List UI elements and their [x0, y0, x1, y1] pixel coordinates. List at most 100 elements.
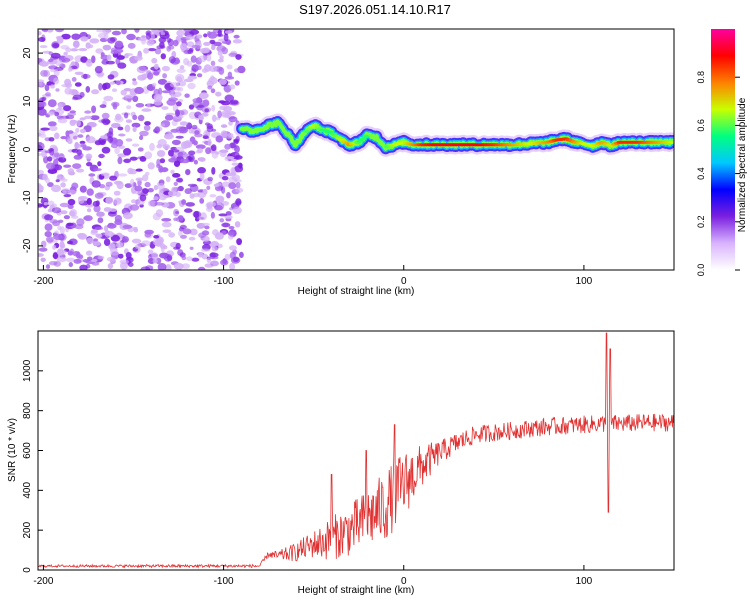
spectrogram-noise-blob: [162, 167, 168, 171]
spectrogram-noise-blob: [147, 249, 154, 255]
spectrogram-noise-blob: [67, 250, 74, 256]
spectrogram-noise-blob: [159, 252, 169, 259]
spectrogram-noise-blob: [152, 238, 163, 246]
spectrogram-noise-blob: [166, 45, 172, 52]
spectrogram-noise-blob: [213, 41, 222, 47]
spectrogram-noise-blob: [207, 138, 212, 147]
spectrogram-noise-blob: [78, 48, 88, 52]
spectrogram-ytick-label: 10: [22, 95, 33, 107]
spectrogram-noise-blob: [49, 125, 58, 131]
spectrogram-noise-blob: [114, 147, 120, 155]
spectrogram-noise-blob: [85, 59, 93, 67]
snr-ytick-label: 1000: [22, 359, 33, 382]
spectrogram-noise-blob: [199, 173, 205, 181]
spectrogram-noise-blob: [94, 65, 103, 74]
spectrogram-noise-blob: [84, 115, 93, 120]
spectrogram-noise-blob: [47, 168, 58, 174]
spectrogram-noise-blob: [148, 254, 153, 260]
spectrogram-noise-blob: [79, 264, 88, 270]
spectrogram-noise-blob: [91, 89, 100, 95]
spectrogram-noise-blob: [198, 92, 209, 99]
spectrogram-noise-blob: [234, 68, 241, 73]
snr-ytick-label: 0: [22, 567, 33, 573]
spectrogram-noise-blob: [220, 259, 229, 266]
spectrogram-noise-blob: [48, 148, 54, 152]
spectrogram-noise-blob: [38, 152, 42, 157]
spectrogram-noise-blob: [131, 238, 142, 244]
spectrogram-noise-blob: [134, 243, 142, 250]
spectrogram-noise-blob: [142, 188, 149, 194]
spectrogram-noise-blob: [178, 230, 183, 237]
spectrogram-noise-blob: [168, 97, 179, 102]
spectrogram-noise-blob: [210, 211, 215, 219]
spectrogram-noise-blob: [184, 93, 190, 98]
spectrogram-noise-blob: [190, 55, 197, 63]
spectrogram-noise-blob: [79, 185, 87, 193]
spectrogram-noise-blob: [221, 176, 229, 181]
spectrogram-noise-blob: [194, 130, 200, 135]
spectrogram-ylabel: Frequency (Hz): [7, 115, 18, 184]
spectrogram-noise-blob: [92, 200, 100, 207]
spectrogram-noise-blob: [45, 264, 51, 269]
spectrogram-noise-blob: [223, 33, 229, 42]
spectrogram-noise-blob: [191, 257, 200, 262]
spectrogram-noise-blob: [84, 110, 92, 114]
spectrogram-noise-blob: [86, 121, 97, 128]
spectrogram-noise-blob: [93, 238, 99, 242]
spectrogram-noise-blob: [96, 211, 105, 217]
spectrogram-noise-blob: [85, 86, 91, 93]
spectrogram-noise-blob: [72, 40, 80, 48]
spectrogram-noise-blob: [134, 185, 143, 192]
spectrogram-noise-blob: [168, 158, 177, 163]
spectrogram-noise-blob: [120, 89, 127, 96]
spectrogram-noise-blob: [134, 86, 145, 95]
spectrogram-noise-blob: [228, 52, 238, 57]
spectrogram-noise-blob: [232, 256, 240, 263]
spectrogram-noise-blob: [63, 51, 68, 56]
spectrogram-noise-blob: [209, 194, 217, 198]
spectrogram-noise-blob: [77, 232, 87, 238]
spectrogram-noise-blob: [224, 30, 233, 34]
spectrogram-noise-blob: [108, 208, 118, 212]
snr-background: [38, 331, 674, 570]
spectrogram-noise-blob: [85, 153, 93, 160]
spectrogram-noise-blob: [208, 76, 218, 85]
spectrogram-noise-blob: [104, 229, 110, 238]
colorbar-tick-label: 0.6: [696, 119, 706, 132]
spectrogram-noise-blob: [214, 232, 224, 240]
spectrogram-noise-blob: [161, 65, 170, 72]
spectrogram-noise-blob: [83, 73, 88, 80]
spectrogram-signal-core: [362, 134, 370, 139]
spectrogram-noise-blob: [68, 262, 74, 268]
spectrogram-noise-blob: [215, 91, 222, 97]
spectrogram-noise-blob: [181, 255, 187, 261]
spectrogram-noise-blob: [56, 36, 64, 44]
spectrogram-noise-blob: [85, 263, 91, 269]
spectrogram-noise-blob: [146, 103, 151, 108]
snr-xtick-label: 0: [401, 576, 407, 587]
spectrogram-noise-blob: [107, 263, 114, 269]
spectrogram-noise-blob: [56, 157, 64, 161]
spectrogram-noise-blob: [153, 196, 159, 201]
spectrogram-noise-blob: [169, 82, 180, 88]
spectrogram-noise-blob: [145, 32, 152, 40]
spectrogram-noise-blob: [75, 127, 80, 133]
spectrogram-noise-blob: [114, 219, 123, 226]
spectrogram-noise-blob: [133, 226, 138, 231]
spectrogram-noise-blob: [63, 105, 72, 112]
colorbar-fill: [711, 29, 735, 270]
spectrogram-ytick-label: 20: [22, 47, 33, 59]
spectrogram-noise-blob: [139, 194, 147, 202]
spectrogram-noise-blob: [94, 140, 102, 146]
spectrogram-noise-blob: [235, 187, 244, 193]
spectrogram-noise-blob: [107, 136, 114, 143]
spectrogram-noise-blob: [49, 68, 58, 73]
spectrogram-noise-blob: [234, 221, 241, 228]
spectrogram-noise-blob: [65, 47, 72, 53]
spectrogram-noise-blob: [117, 126, 124, 131]
spectrogram-noise-blob: [220, 124, 228, 128]
spectrogram-noise-blob: [211, 245, 218, 252]
spectrogram-noise-blob: [124, 124, 131, 133]
spectrogram-noise-blob: [38, 169, 44, 175]
